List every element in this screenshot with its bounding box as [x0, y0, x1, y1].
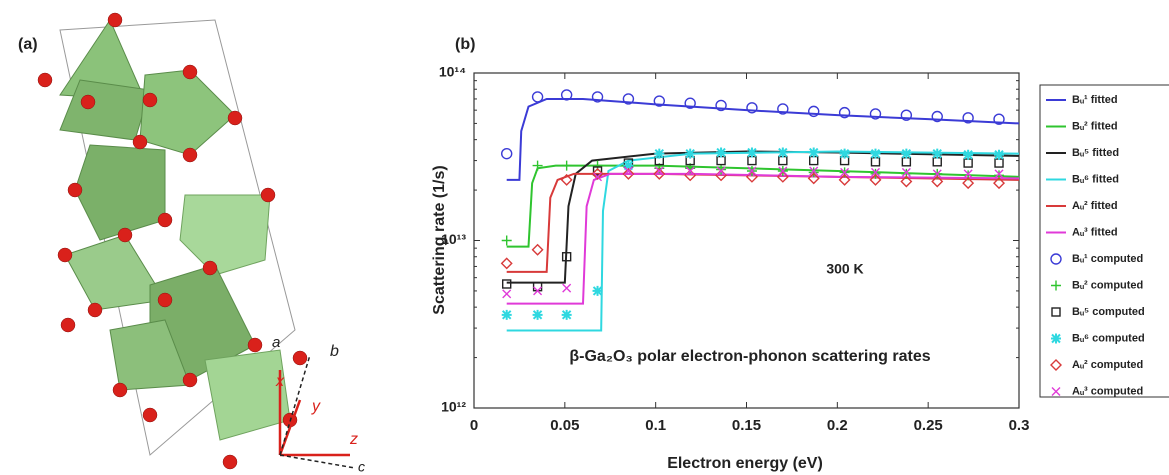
legend-label: Aᵤ³ computed	[1072, 385, 1143, 397]
legend-label: Bᵤ¹ computed	[1072, 253, 1143, 265]
marker	[778, 148, 788, 158]
marker	[502, 310, 512, 320]
x-tick-label: 0.2	[827, 417, 848, 434]
marker	[933, 158, 941, 166]
marker	[502, 149, 512, 159]
x-tick-label: 0.1	[645, 417, 666, 434]
marker	[533, 92, 543, 102]
panel-label: (a)	[18, 36, 38, 53]
marker	[995, 159, 1003, 167]
axis-label: a	[272, 334, 280, 351]
x-tick-label: 0.15	[732, 417, 761, 434]
marker	[562, 161, 572, 171]
legend-label: Bᵤ² fitted	[1072, 120, 1118, 132]
legend-label: Bᵤ² computed	[1072, 279, 1143, 291]
marker	[994, 150, 1004, 160]
marker	[685, 149, 695, 159]
y-tick-label: 10¹²	[441, 399, 466, 415]
annotation: 300 K	[826, 261, 863, 277]
marker	[810, 157, 818, 165]
marker	[902, 158, 910, 166]
marker	[932, 149, 942, 159]
marker	[717, 157, 725, 165]
marker	[716, 148, 726, 158]
panel-label: (b)	[455, 36, 475, 53]
marker	[747, 148, 757, 158]
marker	[871, 158, 879, 166]
marker	[748, 157, 756, 165]
y-tick-label: 10¹⁴	[439, 64, 466, 80]
legend-label: Bᵤ¹ fitted	[1072, 94, 1118, 106]
marker	[901, 149, 911, 159]
axis-label: y	[311, 398, 321, 415]
polyhedron	[140, 70, 235, 155]
marker	[534, 283, 542, 291]
legend-label: Aᵤ² fitted	[1072, 200, 1118, 212]
marker	[964, 159, 972, 167]
axis-label: z	[349, 431, 358, 448]
axis-arrow	[280, 455, 355, 468]
x-tick-label: 0.25	[914, 417, 943, 434]
fitted-line	[507, 174, 1019, 304]
polyhedron	[205, 350, 290, 440]
marker	[533, 310, 543, 320]
marker	[502, 236, 512, 246]
legend-label: Bᵤ⁶ fitted	[1072, 173, 1119, 185]
polyhedron	[75, 145, 165, 240]
legend-label: Aᵤ³ fitted	[1072, 226, 1118, 238]
x-tick-label: 0	[470, 417, 478, 434]
marker	[562, 310, 572, 320]
y-tick-label: 10¹³	[441, 231, 466, 247]
marker	[809, 148, 819, 158]
fitted-line	[507, 174, 1019, 272]
legend-swatch	[1051, 334, 1061, 344]
marker	[533, 245, 543, 255]
marker	[502, 258, 512, 268]
legend-label: Bᵤ⁵ fitted	[1072, 147, 1119, 159]
page: {"panel_a": {"label": "(a)", "axis_label…	[0, 0, 1169, 475]
legend-label: Bᵤ⁶ computed	[1072, 332, 1145, 344]
axis-label: c	[358, 459, 365, 475]
marker	[533, 161, 543, 171]
x-tick-label: 0.3	[1009, 417, 1030, 434]
polyhedron	[180, 195, 270, 275]
marker	[840, 149, 850, 159]
marker	[503, 290, 511, 298]
x-axis-title: Electron energy (eV)	[667, 455, 823, 472]
marker	[779, 157, 787, 165]
legend-label: Aᵤ² computed	[1072, 359, 1143, 371]
marker	[809, 106, 819, 116]
axis-label: b	[330, 343, 339, 360]
axis-label: x	[275, 373, 285, 390]
annotation: β-Ga₂O₃ polar electron-phonon scattering…	[569, 348, 930, 365]
legend-label: Bᵤ⁵ computed	[1072, 306, 1145, 318]
marker	[503, 280, 511, 288]
crystal-structure: (a) a b x y z c	[18, 13, 365, 475]
marker	[593, 286, 603, 296]
marker	[563, 284, 571, 292]
marker	[654, 149, 664, 159]
x-tick-label: 0.05	[550, 417, 579, 434]
figure: (a) a b x y z c (b) Electron energy (eV)…	[0, 0, 1169, 475]
marker	[963, 150, 973, 160]
marker	[870, 149, 880, 159]
